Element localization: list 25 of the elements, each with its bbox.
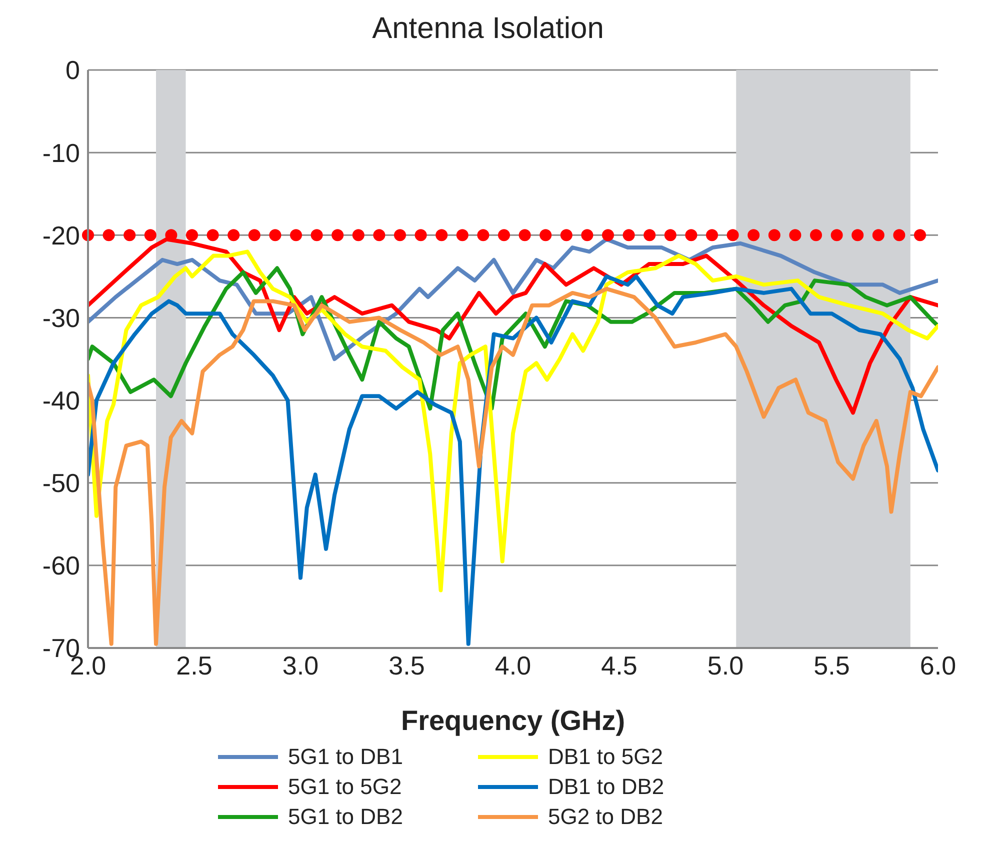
y-tick-label: -60 <box>42 550 80 581</box>
legend-label: 5G1 to DB2 <box>288 804 403 830</box>
x-tick-label: 3.5 <box>388 650 425 680</box>
y-tick-label: 0 <box>66 55 80 86</box>
x-tick-label: 5.5 <box>814 650 850 680</box>
legend-label: 5G1 to DB1 <box>288 744 403 770</box>
y-tick-label: -10 <box>42 138 80 168</box>
y-tick-label: -20 <box>42 220 80 250</box>
x-tick-label: 6.0 <box>920 650 956 680</box>
legend-label: 5G1 to 5G2 <box>288 774 402 800</box>
line-series <box>88 250 938 592</box>
line-series <box>88 237 938 361</box>
y-tick-label: -40 <box>42 386 80 416</box>
x-tick-label: 5.0 <box>707 650 744 680</box>
x-tick-label: 4.0 <box>494 650 532 680</box>
chart-title: Antenna Isolation <box>371 11 605 47</box>
x-tick-label: 2.5 <box>176 650 212 680</box>
legend-label: DB1 to 5G2 <box>548 744 663 770</box>
legend-label: 5G2 to DB2 <box>548 804 663 830</box>
y-tick-label: -50 <box>42 468 80 498</box>
x-tick-label: 4.5 <box>601 650 638 680</box>
y-tick-label: -30 <box>42 302 80 333</box>
x-axis-title: Frequency (GHz) <box>400 705 626 736</box>
legend-label: DB1 to DB2 <box>548 774 664 800</box>
x-tick-label: 3.0 <box>282 650 319 680</box>
